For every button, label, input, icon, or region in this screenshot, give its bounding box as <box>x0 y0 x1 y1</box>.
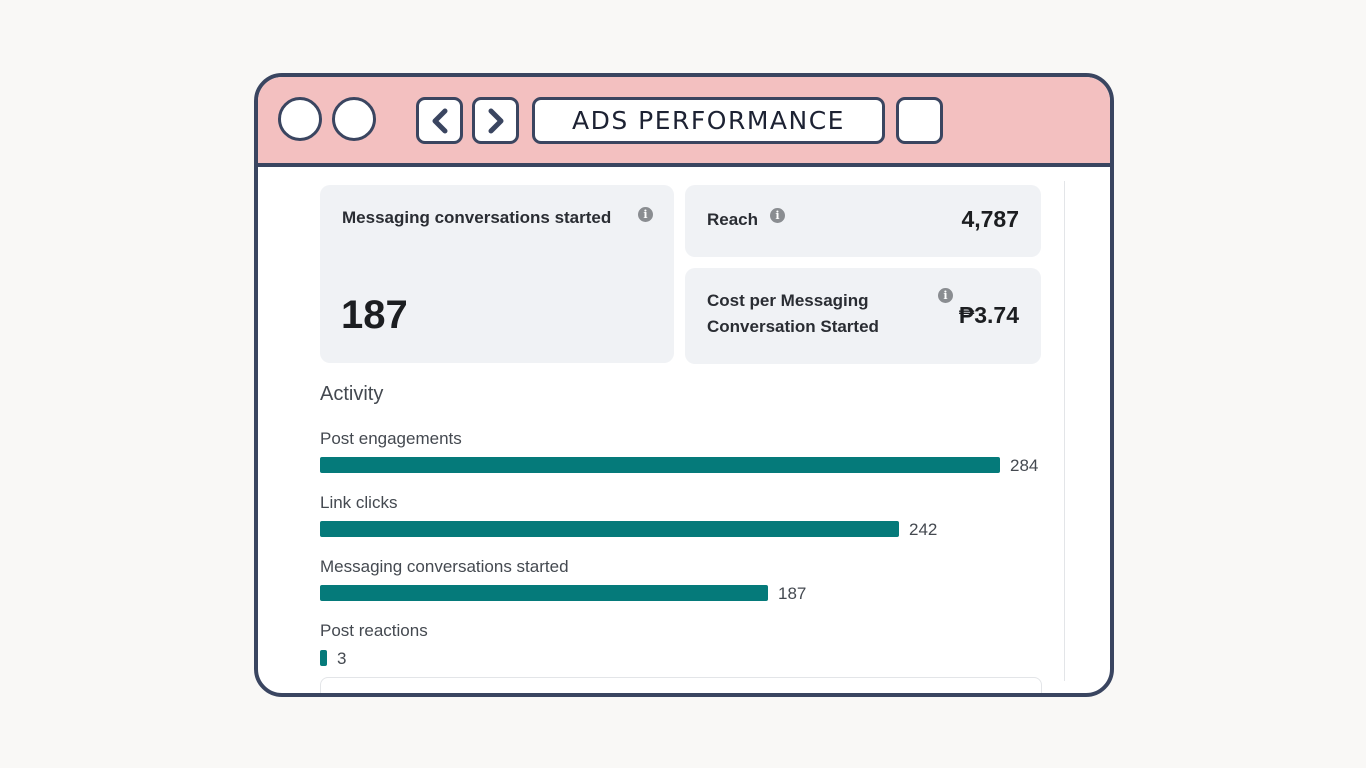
activity-bar <box>320 521 899 537</box>
activity-value: 284 <box>1010 456 1039 475</box>
messaging-label: Messaging conversations started <box>342 208 612 227</box>
activity-bar <box>320 650 327 666</box>
reach-label: Reach <box>707 210 759 229</box>
activity-heading: Activity <box>320 383 384 405</box>
forward-button[interactable] <box>472 97 519 144</box>
activity-bar <box>320 457 1000 473</box>
info-icon[interactable]: i <box>638 207 653 222</box>
extra-square-button[interactable] <box>896 97 943 144</box>
ads-dashboard: Messaging conversations started i 187 Re… <box>258 167 1110 693</box>
back-button[interactable] <box>416 97 463 144</box>
activity-value: 187 <box>778 584 807 603</box>
messaging-value: 187 <box>341 293 408 337</box>
info-icon[interactable]: i <box>938 288 953 303</box>
activity-value: 242 <box>909 520 938 539</box>
address-title[interactable]: ADS PERFORMANCE <box>532 97 885 144</box>
reach-value: 4,787 <box>961 206 1019 232</box>
cost-value: ₱3.74 <box>958 302 1019 328</box>
scroll-divider <box>1064 181 1065 681</box>
window-control-circle-1[interactable] <box>278 97 322 141</box>
activity-label: Post engagements <box>320 429 462 448</box>
activity-value: 3 <box>337 649 347 668</box>
reach-card: Reach i 4,787 <box>685 185 1041 257</box>
activity-label: Link clicks <box>320 493 398 512</box>
cost-label: Cost per Messaging Conversation Started <box>707 288 879 340</box>
cost-label-line-1: Cost per Messaging <box>707 291 869 310</box>
activity-label: Post reactions <box>320 621 428 640</box>
activity-bar <box>320 585 768 601</box>
activity-label: Messaging conversations started <box>320 557 569 576</box>
window-control-circle-2[interactable] <box>332 97 376 141</box>
messaging-card: Messaging conversations started i 187 <box>320 185 674 363</box>
cost-label-line-2: Conversation Started <box>707 317 879 336</box>
cost-card: Cost per Messaging Conversation Started … <box>685 268 1041 364</box>
title-bar: ADS PERFORMANCE <box>258 77 1110 167</box>
browser-window: ADS PERFORMANCE Messaging conversations … <box>254 73 1114 697</box>
chevron-left-icon <box>432 108 447 133</box>
next-card <box>320 677 1042 693</box>
chevron-right-icon <box>488 108 503 133</box>
info-icon[interactable]: i <box>770 208 785 223</box>
